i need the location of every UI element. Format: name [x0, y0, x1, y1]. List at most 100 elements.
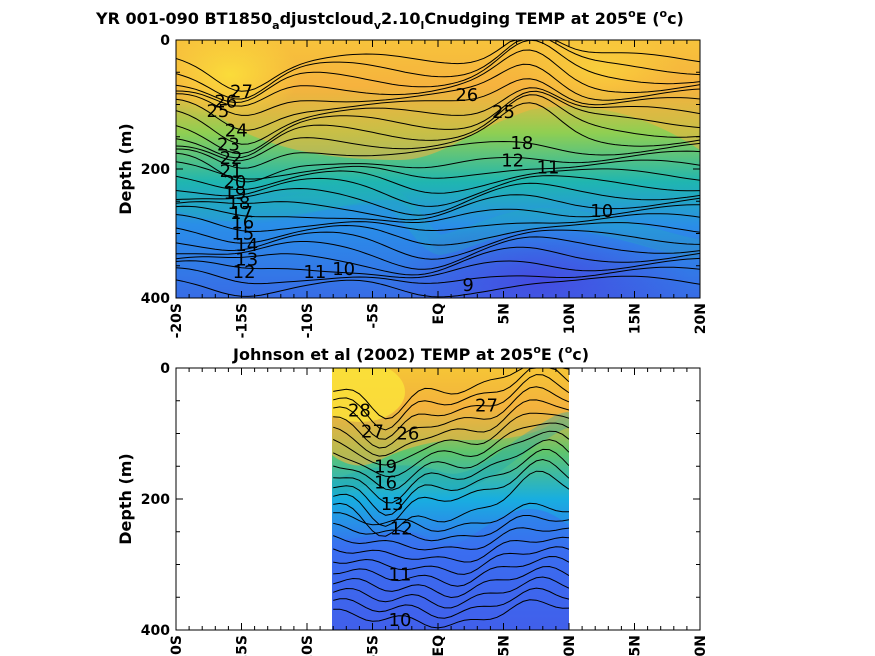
contour-label: 16: [374, 473, 397, 494]
contour-label: 12: [390, 518, 413, 539]
contour-label: 23: [217, 134, 240, 155]
contour-line: [333, 470, 569, 537]
contour-line: [176, 266, 700, 285]
contour-label: 13: [235, 249, 258, 270]
panel-1-y-axis-label: Depth (m): [116, 123, 135, 215]
contour-line: [333, 368, 569, 420]
panel-2: Johnson et al (2002) TEMP at 205oE (oc) …: [116, 343, 709, 656]
contour-label: 26: [214, 91, 237, 112]
contour-label: 20: [223, 172, 246, 193]
y-tick-label: 400: [141, 291, 170, 307]
panel-1-contour-lines: [176, 40, 700, 298]
contour-line: [176, 94, 700, 159]
contour-line: [333, 386, 569, 449]
contour-line: [176, 236, 700, 270]
panel-1-title: YR 001-090 BT1850adjustcloudv2.10lCnudgi…: [95, 7, 684, 32]
contour-line: [176, 213, 700, 233]
contour-label: 21: [220, 161, 243, 182]
panel-1-y-ticks: 0 200 400: [141, 33, 700, 307]
y-tick-label: 200: [141, 162, 170, 178]
contour-label: 28: [348, 401, 371, 422]
contour-line: [333, 555, 569, 587]
x-tick-label: -15S: [235, 303, 251, 338]
contour-line: [333, 527, 569, 551]
contour-line: [176, 246, 700, 276]
x-tick-label: 10N: [562, 635, 578, 656]
contour-line: [176, 40, 700, 104]
contour-label: 27: [475, 395, 498, 416]
contour-label: 17: [230, 203, 253, 224]
x-tick-label: -5S: [366, 303, 382, 329]
contour-line: [333, 536, 569, 563]
panel-2-y-axis-label: Depth (m): [116, 453, 135, 545]
y-tick-label: 0: [160, 33, 170, 49]
contour-label: 27: [230, 82, 253, 103]
contour-line: [176, 102, 700, 162]
contour-line: [333, 399, 569, 457]
contour-label: 11: [537, 158, 560, 179]
x-tick-label: -20S: [169, 303, 185, 338]
contour-line: [333, 430, 569, 491]
panel-2-y-ticks: 0 200 400: [141, 361, 700, 639]
contour-line: [333, 448, 569, 516]
contour-label: 22: [220, 148, 243, 169]
y-tick-label: 400: [141, 623, 170, 639]
contour-line: [176, 182, 700, 216]
contour-label: 9: [462, 275, 473, 296]
x-tick-label: -10S: [300, 303, 316, 338]
contour-line: [333, 374, 569, 440]
contour-line: [176, 222, 700, 246]
contour-line: [333, 587, 569, 619]
contour-label: 10: [590, 201, 613, 222]
contour-label: 25: [206, 101, 229, 122]
panel-1-x-ticks: -20S -15S -10S -5S EQ 5N 10N 15N 20N: [169, 40, 709, 338]
contour-line: [176, 194, 700, 221]
contour-label: 27: [361, 422, 384, 443]
contour-label: 14: [235, 235, 258, 256]
contour-line: [176, 87, 700, 145]
contour-line: [176, 40, 700, 100]
x-tick-label: 15N: [628, 303, 644, 334]
contour-label: 18: [227, 193, 250, 214]
contour-line: [333, 458, 569, 527]
contour-line: [176, 257, 700, 279]
contour-line: [333, 576, 569, 609]
contour-line: [333, 565, 569, 599]
contour-label: 10: [389, 610, 412, 631]
contour-label: 16: [231, 213, 254, 234]
contour-label: 12: [233, 262, 256, 283]
contour-label: 19: [374, 456, 397, 477]
y-tick-label: 200: [141, 492, 170, 508]
contour-label: 26: [396, 424, 419, 445]
contour-line: [332, 412, 569, 466]
contour-label: 13: [381, 494, 404, 515]
contour-label: 26: [455, 85, 478, 106]
contour-line: [332, 422, 569, 478]
x-tick-label: EQ: [431, 635, 447, 656]
x-tick-label: -15S: [235, 635, 251, 656]
x-tick-label: 20N: [693, 635, 709, 656]
x-tick-label: 20N: [693, 303, 709, 334]
contour-label: 24: [225, 120, 248, 141]
contour-line: [176, 78, 700, 131]
y-tick-label: 0: [160, 361, 170, 377]
contour-line: [176, 175, 700, 207]
panel-2-title: Johnson et al (2002) TEMP at 205oE (oc): [232, 343, 589, 364]
contour-line: [176, 49, 700, 107]
panel-2-x-ticks: -20S -15S -10S -5S EQ 5N 10N 15N 20N: [169, 368, 709, 656]
contour-label: 18: [510, 133, 533, 154]
x-tick-label: 5N: [497, 635, 513, 656]
panel-1: YR 001-090 BT1850adjustcloudv2.10lCnudgi…: [95, 7, 709, 338]
contour-line: [333, 439, 569, 504]
contour-label: 25: [492, 102, 515, 123]
contour-line: [333, 599, 569, 629]
contour-label: 11: [303, 262, 326, 283]
contour-label: 12: [501, 151, 524, 172]
x-tick-label: 10N: [562, 303, 578, 334]
contour-line: [176, 229, 700, 260]
contour-line: [176, 168, 700, 194]
